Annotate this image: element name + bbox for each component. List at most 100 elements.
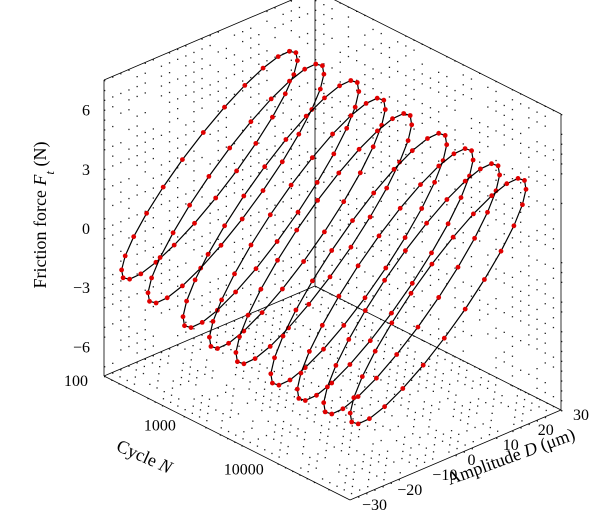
- grid-dot: [308, 463, 310, 466]
- grid-dot: [364, 34, 366, 36]
- grid-dot: [193, 189, 195, 192]
- grid-dot: [168, 269, 171, 271]
- grid-dot: [315, 78, 317, 81]
- grid-dot: [544, 224, 546, 226]
- loop-point: [511, 223, 517, 229]
- loop-point: [445, 221, 451, 227]
- grid-dot: [344, 482, 346, 484]
- grid-dot: [495, 159, 497, 162]
- grid-dot: [544, 283, 546, 285]
- grid-dot: [195, 384, 197, 386]
- grid-dot: [305, 364, 307, 366]
- grid-dot: [350, 371, 352, 374]
- grid-dot: [520, 221, 522, 223]
- grid-dot: [523, 406, 525, 408]
- grid-dot: [424, 454, 427, 456]
- grid-dot: [217, 71, 219, 73]
- grid-dot: [168, 180, 171, 182]
- grid-dot: [242, 159, 244, 161]
- loop-point: [275, 54, 281, 59]
- loop-point: [145, 290, 151, 296]
- grid-dot: [112, 145, 114, 147]
- grid-dot: [372, 157, 374, 159]
- loop-point: [376, 233, 382, 239]
- grid-dot: [177, 187, 179, 189]
- grid-dot: [315, 49, 317, 51]
- loop-point: [274, 239, 280, 244]
- amplitude-tick-label: 20: [538, 422, 554, 439]
- loop-point: [347, 410, 353, 416]
- grid-dot: [286, 392, 288, 394]
- grid-dot: [406, 415, 408, 417]
- loop-point: [458, 195, 464, 201]
- grid-dot: [159, 358, 162, 361]
- grid-dot: [168, 141, 171, 143]
- grid-dot: [225, 205, 227, 207]
- loop-point: [200, 130, 206, 135]
- loop-point: [287, 377, 293, 383]
- grid-dot: [462, 242, 464, 244]
- grid-dot: [273, 370, 275, 373]
- grid-dot: [405, 272, 407, 274]
- grid-dot: [274, 234, 276, 236]
- loop-point: [389, 320, 395, 326]
- grid-dot: [120, 142, 122, 144]
- grid-dot: [397, 268, 399, 270]
- grid-dot: [403, 376, 406, 378]
- loop-point: [348, 78, 354, 83]
- grid-dot: [185, 75, 187, 77]
- grid-dot: [420, 362, 423, 364]
- grid-dot: [408, 340, 410, 342]
- grid-dot: [413, 128, 415, 130]
- grid-dot: [128, 237, 130, 239]
- grid-dot: [136, 85, 138, 88]
- grid-dot: [347, 16, 350, 18]
- grid-dot: [511, 286, 514, 288]
- grid-dot: [168, 62, 171, 64]
- grid-dot: [495, 100, 497, 102]
- loop-point: [384, 185, 390, 191]
- grid-dot: [454, 188, 456, 190]
- grid-dot: [393, 400, 395, 403]
- grid-dot: [421, 83, 423, 85]
- grid-dot: [104, 228, 106, 230]
- grid-dot: [326, 442, 328, 445]
- grid-dot: [136, 155, 138, 157]
- grid-dot: [552, 267, 555, 269]
- grid-dot: [462, 301, 464, 303]
- grid-dot: [372, 107, 374, 109]
- grid-dot: [318, 385, 320, 387]
- grid-dot: [372, 245, 374, 248]
- grid-dot: [104, 287, 106, 289]
- grid-dot: [128, 197, 130, 200]
- grid-dot: [503, 203, 505, 205]
- loop-point: [346, 337, 352, 342]
- grid-dot: [209, 133, 211, 135]
- grid-dot: [404, 436, 406, 438]
- grid-dot: [472, 441, 474, 443]
- grid-dot: [233, 54, 236, 56]
- loop-point: [348, 113, 354, 118]
- grid-dot: [277, 403, 279, 405]
- grid-dot: [464, 383, 466, 386]
- grid-dot: [544, 382, 546, 384]
- grid-dot: [349, 439, 352, 441]
- loop-point: [321, 71, 327, 77]
- grid-dot: [258, 270, 260, 273]
- grid-dot: [128, 109, 130, 111]
- grid-dot: [193, 180, 195, 182]
- loop-point: [450, 234, 456, 240]
- grid-dot: [309, 456, 311, 459]
- grid-dot: [503, 361, 505, 363]
- grid-dot: [354, 403, 356, 406]
- grid-dot: [193, 81, 195, 83]
- grid-dot: [340, 389, 342, 391]
- grid-dot: [336, 485, 338, 487]
- grid-dot: [258, 122, 260, 125]
- grid-dot: [388, 375, 390, 378]
- grid-dot: [193, 91, 195, 93]
- grid-dot: [258, 172, 260, 174]
- grid-dot: [438, 121, 440, 123]
- grid-dot: [160, 292, 163, 294]
- grid-dot: [487, 185, 489, 187]
